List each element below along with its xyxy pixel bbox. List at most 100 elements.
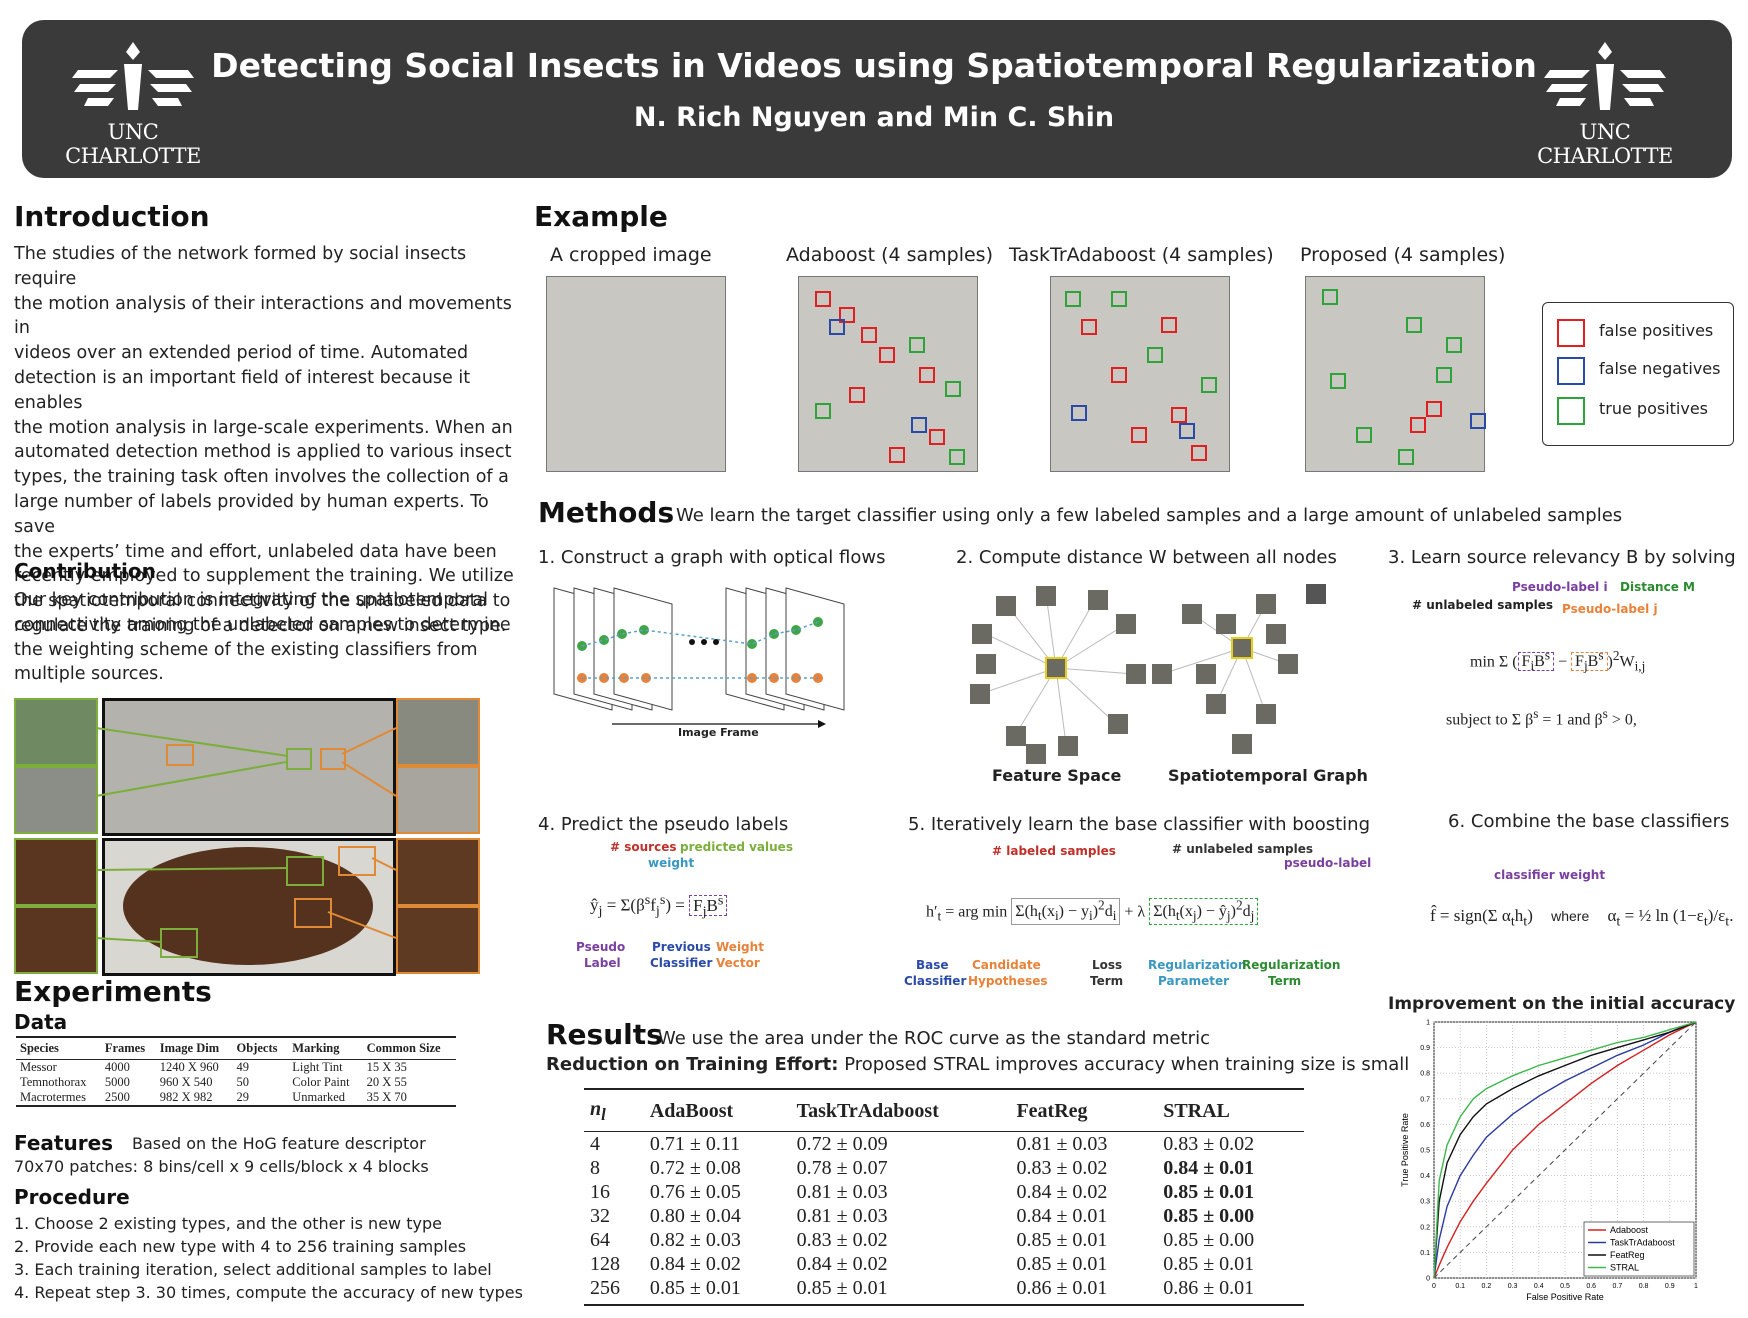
step5-annotation: pseudo-label <box>1284 856 1372 870</box>
intro-line: the spatiotemporal connectivity of the u… <box>14 591 511 612</box>
results-cell: 0.85 ± 0.00 <box>1163 1205 1255 1227</box>
reduction-bold: Reduction on Training Effort: <box>546 1054 839 1075</box>
spatiotemporal-graph-label: Spatiotemporal Graph <box>1168 766 1368 785</box>
x-tick-label: 0.6 <box>1586 1283 1596 1290</box>
procedure-item: 4. Repeat step 3. 30 times, compute the … <box>14 1283 523 1302</box>
results-cell: 0.83 ± 0.02 <box>1163 1133 1255 1155</box>
data-col-header: Objects <box>232 1036 289 1060</box>
step5-annotation: Parameter <box>1158 974 1230 988</box>
intro-line: the motion analysis in large-scale exper… <box>14 417 513 438</box>
table-cell: 49 <box>236 1060 250 1074</box>
ant-thumb <box>396 766 480 834</box>
table-cell: 982 X 982 <box>159 1090 213 1104</box>
image-frame-label: Image Frame <box>678 726 759 739</box>
results-cell: 0.85 ± 0.01 <box>1163 1181 1255 1203</box>
intro-heading: Introduction <box>14 200 210 233</box>
roc-chart: 0 0.1 0.2 0.3 0.4 0.5 0.6 0.7 0.8 0.9 1 0 0.1 0.2 0.3 0… <box>1400 1020 1698 1303</box>
step5-annotation: Regularization <box>1242 958 1341 972</box>
intro-line: automated detection method is applied to… <box>14 442 512 463</box>
results-cell: 0.76 ± 0.05 <box>649 1181 741 1203</box>
intro-line: large number of labels provided by human… <box>14 491 489 537</box>
right-logo: UNC CHARLOTTE <box>1530 40 1680 168</box>
method-step: 3. Learn source relevancy B by solving <box>1388 547 1736 568</box>
results-cell: 256 <box>584 1276 644 1306</box>
step3-annotation: Pseudo-label j <box>1562 602 1658 616</box>
step3-annotation: Pseudo-label i <box>1512 580 1608 594</box>
procedure-list: 1. Choose 2 existing types, and the othe… <box>14 1212 523 1304</box>
step3-formula: min Σ (FiBs − FjBs)2Wi,j <box>1470 648 1646 674</box>
step5-annotation: Term <box>1090 974 1124 988</box>
methods-heading: Methods <box>538 496 675 529</box>
step4-formula: ŷj = Σ(βsfjs) = FjBs <box>590 892 728 920</box>
contribution-line: multiple sources. <box>14 664 164 685</box>
procedure-item: 2. Provide each new type with 4 to 256 t… <box>14 1237 467 1256</box>
results-cell: 8 <box>590 1157 600 1179</box>
results-cell: 0.83 ± 0.02 <box>1016 1157 1108 1179</box>
legend-entry: STRAL <box>1610 1263 1639 1273</box>
x-tick-label: 0 <box>1432 1283 1436 1290</box>
data-col-header: Species <box>16 1036 101 1060</box>
left-logo: UNC CHARLOTTE <box>58 40 208 168</box>
legend-label: false positives <box>1599 321 1714 340</box>
table-cell: 50 <box>236 1075 250 1089</box>
data-heading: Data <box>14 1010 68 1034</box>
results-cell: 0.85 ± 0.00 <box>1163 1229 1255 1251</box>
table-cell: Light Tint <box>292 1060 343 1074</box>
crown-logo-icon <box>1544 42 1666 110</box>
arena-image-top <box>102 698 396 836</box>
results-cell: 0.85 ± 0.01 <box>1163 1253 1255 1275</box>
legend-entry: TaskTrAdaboost <box>1610 1238 1675 1248</box>
results-col-header: AdaBoost <box>643 1088 791 1132</box>
legend-entry: Adaboost <box>1610 1225 1649 1235</box>
results-col-header: STRAL <box>1157 1088 1304 1132</box>
contribution-heading: Contribution <box>14 559 156 583</box>
adaboost-image <box>798 276 978 472</box>
y-tick-label: 0 <box>1426 1276 1430 1283</box>
termite-thumb <box>396 906 480 974</box>
step4-annotation: weight <box>648 856 695 870</box>
tasktradaboost-image <box>1050 276 1230 472</box>
results-cell: 0.85 ± 0.01 <box>790 1276 1011 1306</box>
table-row: Messor 4000 1240 X 960 49 Light Tint 15 … <box>16 1060 456 1076</box>
step5-annotation: Classifier <box>904 974 967 988</box>
series-line <box>1433 1021 1697 1279</box>
data-col-header: Common Size <box>362 1036 456 1060</box>
step4-annotation: Classifier <box>650 956 713 970</box>
intro-line: The studies of the network formed by soc… <box>14 244 467 289</box>
example-heading: Example <box>534 200 668 233</box>
table-cell: 20 X 55 <box>366 1075 407 1089</box>
step4-annotation: Vector <box>716 956 760 970</box>
step4-annotation: predicted values <box>680 840 793 854</box>
step5-annotation: Term <box>1268 974 1302 988</box>
step3-annotation: Distance M <box>1620 580 1695 594</box>
patch-box <box>286 856 324 886</box>
data-table-wrap: Species Frames Image Dim Objects Marking… <box>16 1036 456 1107</box>
procedure-item: 3. Each training iteration, select addit… <box>14 1260 492 1279</box>
table-row: Temnothorax 5000 960 X 540 50 Color Pain… <box>16 1075 456 1090</box>
contribution-figure <box>14 698 480 976</box>
step4-annotation: Pseudo <box>576 940 626 954</box>
legend-swatch-fp <box>1557 319 1585 347</box>
example-legend: false positives false negatives true pos… <box>1542 302 1734 446</box>
results-heading: Results <box>546 1018 663 1051</box>
series-line <box>1433 1021 1697 1279</box>
step3-constraint: subject to Σ βs = 1 and βs > 0, <box>1446 706 1637 729</box>
results-cell: 0.85 ± 0.01 <box>1016 1229 1108 1251</box>
patch-box <box>320 748 346 770</box>
results-cell: 0.71 ± 0.11 <box>649 1133 741 1155</box>
y-tick-label: 1 <box>1426 1020 1430 1027</box>
legend-label: true positives <box>1599 399 1709 418</box>
legend-swatch-tp <box>1557 397 1585 425</box>
y-tick-label: 0.9 <box>1420 1045 1430 1052</box>
results-cell: 0.81 ± 0.03 <box>1016 1133 1108 1155</box>
legend-label: false negatives <box>1599 359 1721 378</box>
results-cell: 0.86 ± 0.01 <box>1157 1276 1304 1306</box>
experiments-heading: Experiments <box>14 975 212 1008</box>
y-tick-label: 0.4 <box>1420 1173 1430 1180</box>
step3-annotation: # unlabeled samples <box>1412 598 1554 612</box>
results-cell: 32 <box>590 1205 610 1227</box>
results-row: 64 0.82 ± 0.03 0.83 ± 0.02 0.85 ± 0.01 0.85 … <box>584 1228 1304 1252</box>
procedure-heading: Procedure <box>14 1185 130 1209</box>
results-subtitle: We use the area under the ROC curve as t… <box>658 1028 1210 1049</box>
data-table: Species Frames Image Dim Objects Marking… <box>16 1036 456 1105</box>
